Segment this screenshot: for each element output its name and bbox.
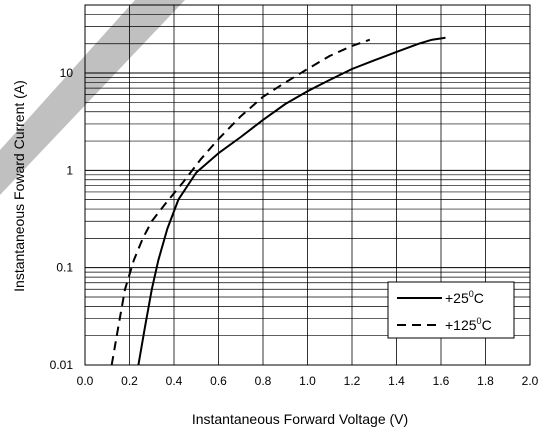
- legend-label-125c-unit: C: [482, 317, 492, 333]
- x-tick-label: 0.8: [255, 374, 272, 388]
- y-tick-label: 10: [60, 66, 74, 80]
- watermark-band: [0, 0, 185, 195]
- watermark: [0, 0, 185, 195]
- legend-label-25c-sup: 0: [469, 289, 474, 299]
- legend-label-25c-main: +25: [445, 290, 469, 306]
- y-tick-labels: 0.01 0.1 1 10: [50, 66, 74, 372]
- x-tick-label: 1.0: [299, 374, 316, 388]
- x-tick-label: 0.0: [77, 374, 94, 388]
- y-tick-label: 0.01: [50, 358, 74, 372]
- legend-label-125c-sup: 0: [477, 316, 482, 326]
- legend-label-125c: +1250C: [445, 316, 492, 333]
- series-line-25c: [137, 36, 446, 366]
- x-tick-label: 1.2: [344, 374, 361, 388]
- x-tick-label: 0.6: [210, 374, 227, 388]
- legend: +250C +1250C: [387, 281, 515, 339]
- x-tick-label: 2.0: [522, 374, 539, 388]
- legend-label-25c-unit: C: [474, 290, 484, 306]
- y-tick-label: 0.1: [56, 261, 73, 275]
- x-tick-label: 1.6: [433, 374, 450, 388]
- legend-box: [387, 281, 515, 339]
- x-tick-label: 1.4: [388, 374, 405, 388]
- legend-label-25c: +250C: [445, 289, 484, 306]
- y-tick-label: 1: [66, 163, 73, 177]
- series-line-125c: [110, 38, 371, 366]
- x-tick-label: 0.4: [166, 374, 183, 388]
- x-tick-label: 0.2: [121, 374, 138, 388]
- legend-label-125c-main: +125: [445, 317, 477, 333]
- y-axis-title: Instantaneous Foward Current (A): [11, 80, 27, 292]
- x-tick-labels: 0.0 0.2 0.4 0.6 0.8 1.0 1.2 1.4 1.6 1.8 2.0: [77, 374, 539, 388]
- x-tick-label: 1.8: [477, 374, 494, 388]
- x-axis-title: Instantaneous Forward Voltage (V): [192, 411, 408, 427]
- plot-frame: [84, 4, 531, 366]
- series-layer: [110, 36, 446, 366]
